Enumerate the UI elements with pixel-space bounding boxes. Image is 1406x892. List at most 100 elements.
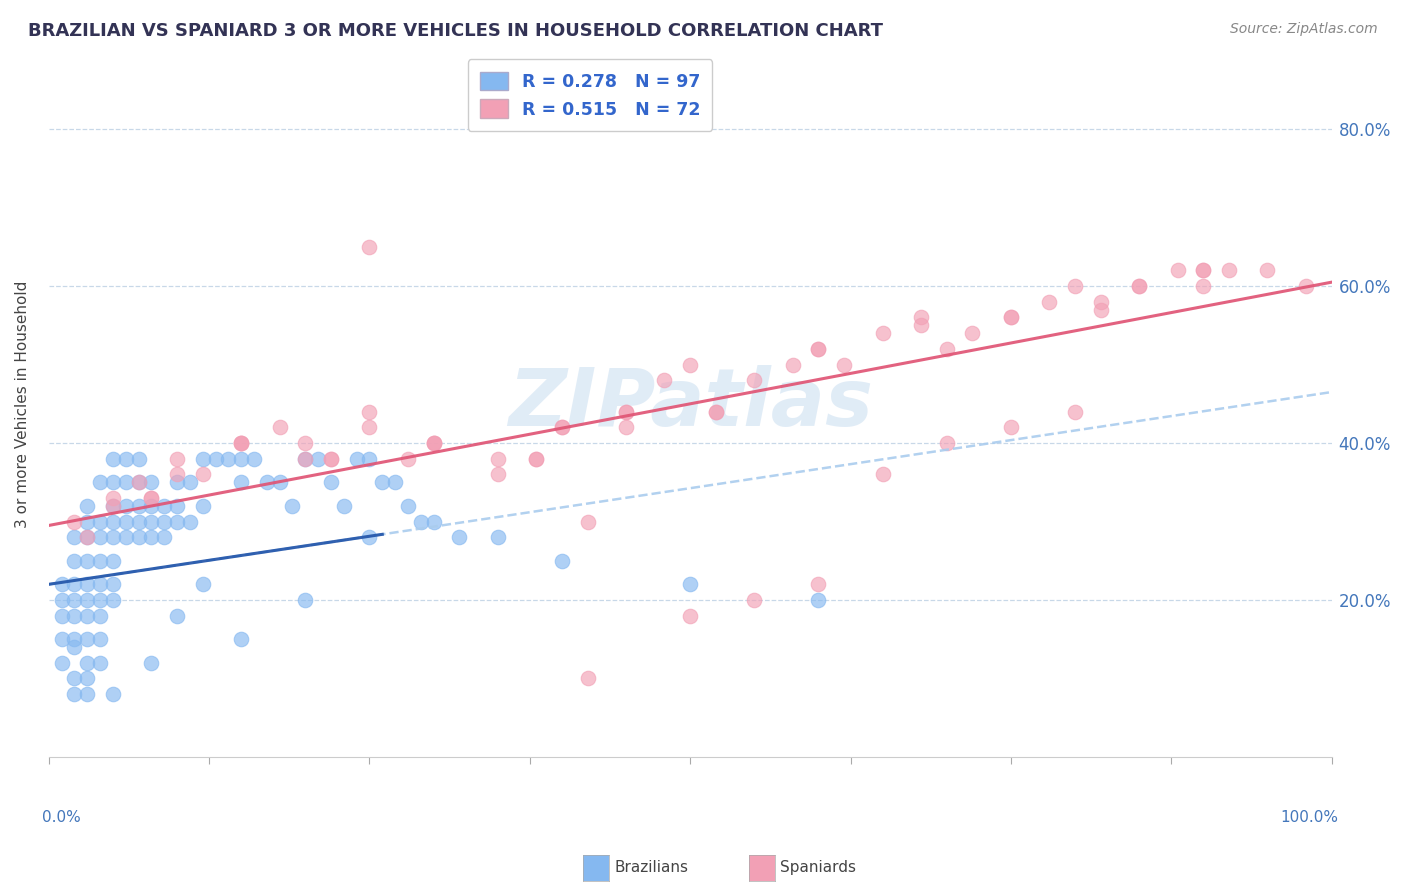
Point [51, 593, 73, 607]
Point [101, 499, 124, 513]
Point [76, 515, 98, 529]
Point [422, 436, 444, 450]
Point [114, 451, 136, 466]
Point [141, 491, 163, 505]
Point [89, 593, 111, 607]
Text: Brazilians: Brazilians [614, 861, 689, 875]
Point [551, 554, 574, 568]
Point [872, 326, 894, 341]
Point [359, 240, 381, 254]
Point [101, 515, 124, 529]
Y-axis label: 3 or more Vehicles in Household: 3 or more Vehicles in Household [15, 280, 30, 527]
Point [1064, 279, 1087, 293]
Point [101, 577, 124, 591]
Text: BRAZILIAN VS SPANIARD 3 OR MORE VEHICLES IN HOUSEHOLD CORRELATION CHART: BRAZILIAN VS SPANIARD 3 OR MORE VEHICLES… [28, 22, 883, 40]
Point [231, 436, 253, 450]
Point [89, 530, 111, 544]
Point [128, 451, 150, 466]
Point [101, 554, 124, 568]
Point [319, 475, 342, 490]
Point [576, 672, 599, 686]
Point [449, 530, 471, 544]
Point [89, 608, 111, 623]
Point [346, 451, 368, 466]
Point [166, 475, 188, 490]
Point [1218, 263, 1240, 277]
Point [832, 358, 855, 372]
Point [89, 515, 111, 529]
Point [359, 420, 381, 434]
Point [179, 515, 201, 529]
Text: Source: ZipAtlas.com: Source: ZipAtlas.com [1230, 22, 1378, 37]
Point [76, 554, 98, 568]
Point [396, 451, 419, 466]
Point [807, 342, 830, 356]
Point [89, 656, 111, 670]
Point [191, 451, 214, 466]
Point [679, 577, 702, 591]
Point [1192, 263, 1215, 277]
Point [307, 451, 329, 466]
Point [166, 515, 188, 529]
Point [384, 475, 406, 490]
Point [114, 499, 136, 513]
Point [269, 475, 291, 490]
Point [76, 672, 98, 686]
Point [141, 499, 163, 513]
Point [614, 405, 637, 419]
Text: ZIPatlas: ZIPatlas [508, 365, 873, 442]
Point [63, 632, 86, 647]
Point [807, 593, 830, 607]
Point [614, 405, 637, 419]
Point [76, 593, 98, 607]
Point [63, 530, 86, 544]
Point [153, 499, 176, 513]
Point [782, 358, 804, 372]
Point [51, 656, 73, 670]
Point [141, 530, 163, 544]
Point [166, 608, 188, 623]
Point [191, 577, 214, 591]
Point [51, 608, 73, 623]
Point [551, 420, 574, 434]
Text: 0.0%: 0.0% [42, 810, 82, 825]
Text: Spaniards: Spaniards [780, 861, 856, 875]
Point [614, 420, 637, 434]
Point [153, 530, 176, 544]
Point [422, 436, 444, 450]
Point [422, 436, 444, 450]
Point [1000, 310, 1022, 325]
Point [89, 475, 111, 490]
Point [63, 515, 86, 529]
Point [89, 632, 111, 647]
Point [76, 499, 98, 513]
Point [679, 608, 702, 623]
Point [76, 577, 98, 591]
Point [422, 515, 444, 529]
Point [76, 687, 98, 701]
Point [243, 451, 266, 466]
Point [486, 451, 509, 466]
Point [63, 554, 86, 568]
Point [910, 318, 932, 333]
Point [654, 373, 676, 387]
Point [294, 593, 316, 607]
Point [101, 451, 124, 466]
Point [704, 405, 727, 419]
Point [101, 687, 124, 701]
Point [231, 436, 253, 450]
Legend: R = 0.278   N = 97, R = 0.515   N = 72: R = 0.278 N = 97, R = 0.515 N = 72 [468, 60, 713, 131]
Point [63, 577, 86, 591]
Point [524, 451, 547, 466]
Point [294, 451, 316, 466]
Point [1256, 263, 1278, 277]
Point [1090, 302, 1112, 317]
Point [128, 515, 150, 529]
Point [1167, 263, 1189, 277]
Point [1128, 279, 1150, 293]
Point [166, 451, 188, 466]
Point [294, 451, 316, 466]
Point [128, 530, 150, 544]
Point [935, 342, 957, 356]
Point [962, 326, 984, 341]
